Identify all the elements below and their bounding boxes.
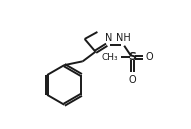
Text: CH₃: CH₃ bbox=[102, 53, 118, 62]
Text: O: O bbox=[145, 53, 153, 62]
Text: NH: NH bbox=[116, 33, 130, 43]
Text: N: N bbox=[105, 33, 112, 43]
Text: O: O bbox=[129, 75, 136, 85]
Text: S: S bbox=[129, 53, 137, 62]
